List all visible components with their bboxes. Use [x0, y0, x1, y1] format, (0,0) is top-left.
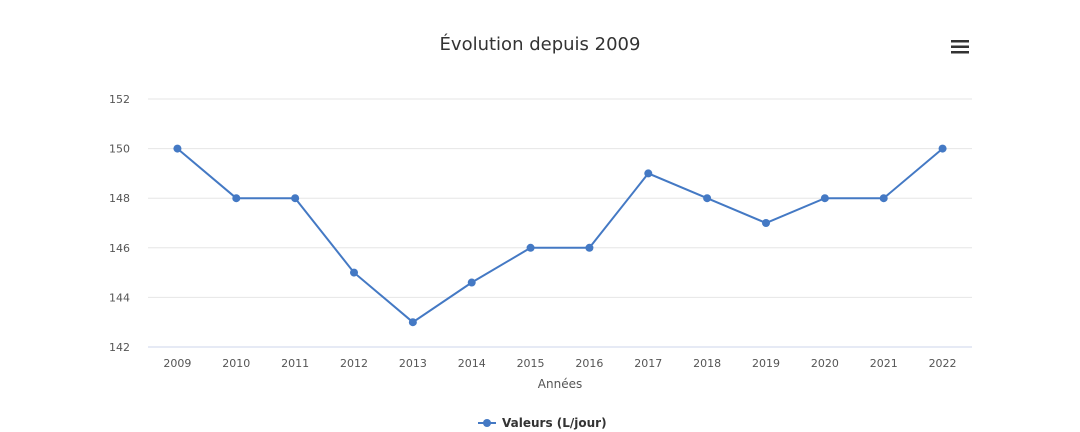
y-tick-label: 152 — [109, 93, 130, 106]
y-tick-label: 142 — [109, 341, 130, 354]
x-tick-label: 2022 — [929, 357, 957, 370]
series-line — [176, 147, 944, 324]
data-point[interactable] — [644, 169, 653, 178]
chart-menu-button[interactable] — [946, 36, 974, 58]
legend-item[interactable]: Valeurs (L/jour) — [478, 416, 607, 430]
x-tick-label: 2019 — [752, 357, 780, 370]
x-axis-title: Années — [538, 377, 582, 391]
y-tick-label: 150 — [109, 143, 130, 156]
chart-title: Évolution depuis 2009 — [440, 33, 641, 55]
x-axis: 2009 2010 2011 2012 2013 2014 2015 2016 2017 2018… — [163, 357, 956, 370]
y-tick-label: 146 — [109, 242, 130, 255]
x-tick-label: 2016 — [575, 357, 603, 370]
x-tick-label: 2020 — [811, 357, 839, 370]
data-point[interactable] — [350, 268, 358, 277]
hamburger-menu-icon — [951, 40, 969, 54]
x-tick-label: 2010 — [222, 357, 250, 370]
x-tick-label: 2014 — [458, 357, 486, 370]
data-point[interactable] — [467, 278, 476, 287]
x-tick-label: 2013 — [399, 357, 427, 370]
x-tick-label: 2021 — [870, 357, 898, 370]
x-tick-label: 2012 — [340, 357, 368, 370]
data-point[interactable] — [291, 194, 300, 203]
y-axis: 142 144 146 148 150 152 — [109, 93, 130, 354]
data-point[interactable] — [173, 144, 182, 153]
x-tick-label: 2015 — [517, 357, 545, 370]
y-tick-label: 144 — [109, 291, 130, 304]
data-point[interactable] — [703, 194, 712, 203]
data-point[interactable] — [526, 243, 535, 252]
legend-marker — [483, 419, 491, 427]
x-tick-label: 2018 — [693, 357, 721, 370]
legend-label: Valeurs (L/jour) — [502, 416, 607, 430]
data-point[interactable] — [820, 194, 829, 203]
data-point[interactable] — [232, 194, 241, 203]
data-point[interactable] — [408, 318, 417, 327]
data-point[interactable] — [762, 219, 770, 227]
x-tick-label: 2017 — [634, 357, 662, 370]
data-point[interactable] — [938, 144, 947, 153]
data-point[interactable] — [879, 194, 888, 203]
data-point[interactable] — [585, 243, 594, 252]
x-tick-label: 2009 — [163, 357, 191, 370]
x-tick-label: 2011 — [281, 357, 309, 370]
series-points — [173, 144, 947, 327]
y-tick-label: 148 — [109, 192, 130, 205]
